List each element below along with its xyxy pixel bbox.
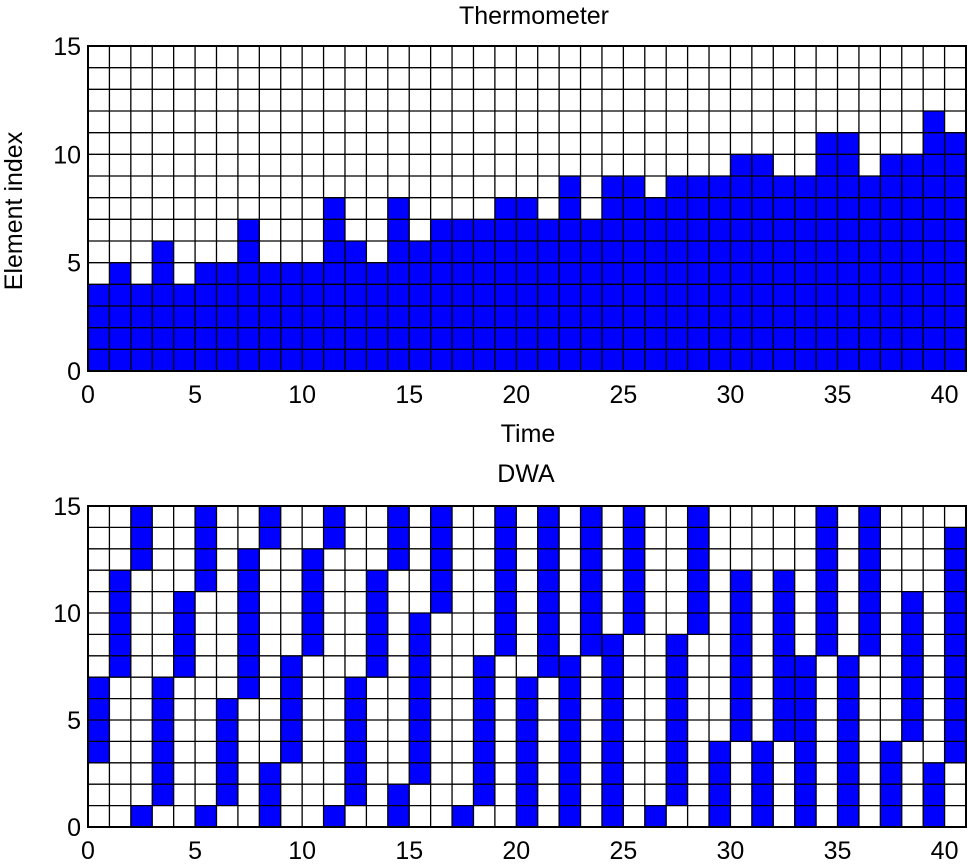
cell-block — [280, 655, 303, 763]
cell-column — [666, 176, 688, 371]
thermometer-plot-frame — [87, 45, 967, 372]
cell-block — [237, 548, 260, 699]
x-tick-label: 10 — [288, 381, 316, 409]
y-tick-label: 10 — [53, 600, 81, 628]
cell-block — [580, 506, 602, 656]
cell-block — [130, 506, 153, 571]
cell-column — [109, 262, 131, 371]
thermometer-chart: Thermometer 0 5 10 15 20 25 30 35 40 0 5 10 15 Time… — [0, 2, 967, 448]
cell-block — [944, 527, 966, 763]
x-tick-label: 35 — [824, 381, 852, 409]
x-tick-label: 35 — [824, 837, 852, 865]
cell-column — [259, 262, 281, 371]
cell-block — [601, 634, 624, 827]
x-tick-label: 5 — [188, 381, 202, 409]
cell-column — [216, 262, 238, 371]
cell-column — [537, 219, 560, 371]
y-tick-label: 15 — [53, 493, 81, 521]
cell-column — [366, 262, 388, 371]
cell-column — [773, 176, 795, 371]
x-tick-label: 0 — [81, 381, 95, 409]
cell-block — [644, 805, 667, 827]
x-tick-label: 30 — [717, 381, 745, 409]
cell-block — [259, 762, 281, 827]
cell-block — [816, 506, 838, 656]
cell-column — [237, 219, 260, 371]
cell-column — [430, 219, 453, 371]
thermometer-y-axis-label: Element index — [0, 131, 28, 290]
dwa-plot-frame — [87, 505, 967, 828]
cell-block — [195, 805, 217, 827]
cell-column — [580, 219, 602, 371]
cell-block — [323, 805, 345, 827]
x-tick-label: 25 — [609, 837, 637, 865]
cell-column — [687, 176, 710, 371]
x-tick-label: 0 — [81, 837, 95, 865]
cell-column — [623, 176, 645, 371]
x-tick-label: 40 — [931, 381, 959, 409]
dwa-title: DWA — [497, 460, 555, 488]
thermometer-x-ticks: 0 5 10 15 20 25 30 35 40 — [81, 381, 958, 409]
cell-column — [816, 132, 838, 371]
cell-block — [216, 698, 238, 806]
cell-column — [195, 262, 217, 371]
cell-block — [923, 762, 945, 827]
y-tick-label: 0 — [67, 814, 81, 842]
thermometer-grid — [87, 45, 967, 372]
cell-block — [494, 506, 517, 656]
y-tick-label: 15 — [53, 33, 81, 61]
cell-block — [858, 506, 881, 656]
cell-block — [516, 677, 538, 827]
thermometer-y-ticks: 0 5 10 15 — [53, 33, 81, 386]
cell-column — [302, 262, 324, 371]
dwa-y-ticks: 0 5 10 15 — [53, 493, 81, 842]
y-tick-label: 5 — [67, 250, 81, 278]
x-tick-label: 20 — [502, 837, 530, 865]
cell-block — [366, 570, 388, 678]
cell-column — [858, 176, 881, 371]
cell-block — [109, 570, 131, 678]
x-tick-label: 10 — [288, 837, 316, 865]
x-tick-label: 25 — [609, 381, 637, 409]
cell-block — [387, 506, 410, 571]
x-tick-label: 40 — [931, 837, 959, 865]
x-tick-label: 5 — [188, 837, 202, 865]
cell-block — [901, 591, 924, 742]
dwa-chart: DWA 0 5 10 15 20 25 30 35 40 0 5 10 15 — [53, 460, 967, 865]
cell-column — [709, 176, 731, 371]
cell-column — [794, 176, 817, 371]
cell-block — [130, 805, 153, 827]
cell-block — [452, 805, 474, 827]
x-tick-label: 30 — [717, 837, 745, 865]
cell-block — [302, 548, 324, 656]
thermometer-title: Thermometer — [459, 2, 609, 30]
cell-block — [473, 655, 495, 806]
dwa-x-ticks: 0 5 10 15 20 25 30 35 40 — [81, 837, 958, 865]
cell-column — [280, 262, 303, 371]
x-tick-label: 20 — [502, 381, 530, 409]
dwa-cells — [88, 506, 966, 827]
cell-block — [430, 506, 453, 613]
x-tick-label: 15 — [395, 837, 423, 865]
cell-column — [452, 219, 474, 371]
cell-column — [837, 132, 859, 371]
y-tick-label: 10 — [53, 141, 81, 169]
x-tick-label: 15 — [395, 381, 423, 409]
cell-column — [559, 176, 581, 371]
thermometer-x-axis-label: Time — [501, 420, 556, 448]
cell-column — [601, 176, 624, 371]
cell-column — [944, 132, 966, 371]
y-tick-label: 5 — [67, 707, 81, 735]
y-tick-label: 0 — [67, 358, 81, 386]
cell-column — [473, 219, 495, 371]
